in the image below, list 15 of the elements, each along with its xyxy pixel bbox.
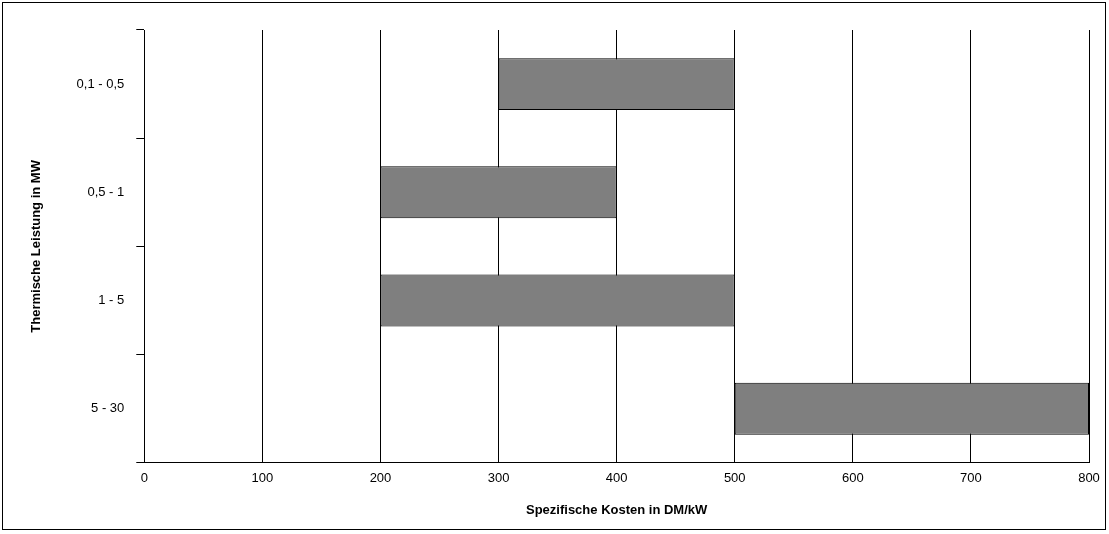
x-tick-label: 600	[841, 470, 864, 486]
x-tick-label: 500	[723, 470, 746, 486]
x-tick-label: 0	[140, 470, 148, 486]
y-tick-label: 0,5 - 1	[87, 183, 125, 199]
x-tick-label: 100	[251, 470, 274, 486]
x-tick-label: 400	[605, 470, 628, 486]
y-tick-label: 5 - 30	[91, 400, 125, 416]
x-tick-label: 800	[1078, 470, 1100, 486]
x-tick-label: 700	[960, 470, 982, 486]
x-axis-title: Spezifische Kosten in DM/kW	[525, 501, 709, 517]
y-tick-label: 1 - 5	[98, 292, 125, 308]
x-tick-label: 200	[369, 470, 392, 486]
y-tick-label: 0,1 - 0,5	[76, 75, 125, 91]
x-tick-label: 300	[487, 470, 510, 486]
y-axis-title: Thermische Leistung in MW	[28, 159, 44, 333]
